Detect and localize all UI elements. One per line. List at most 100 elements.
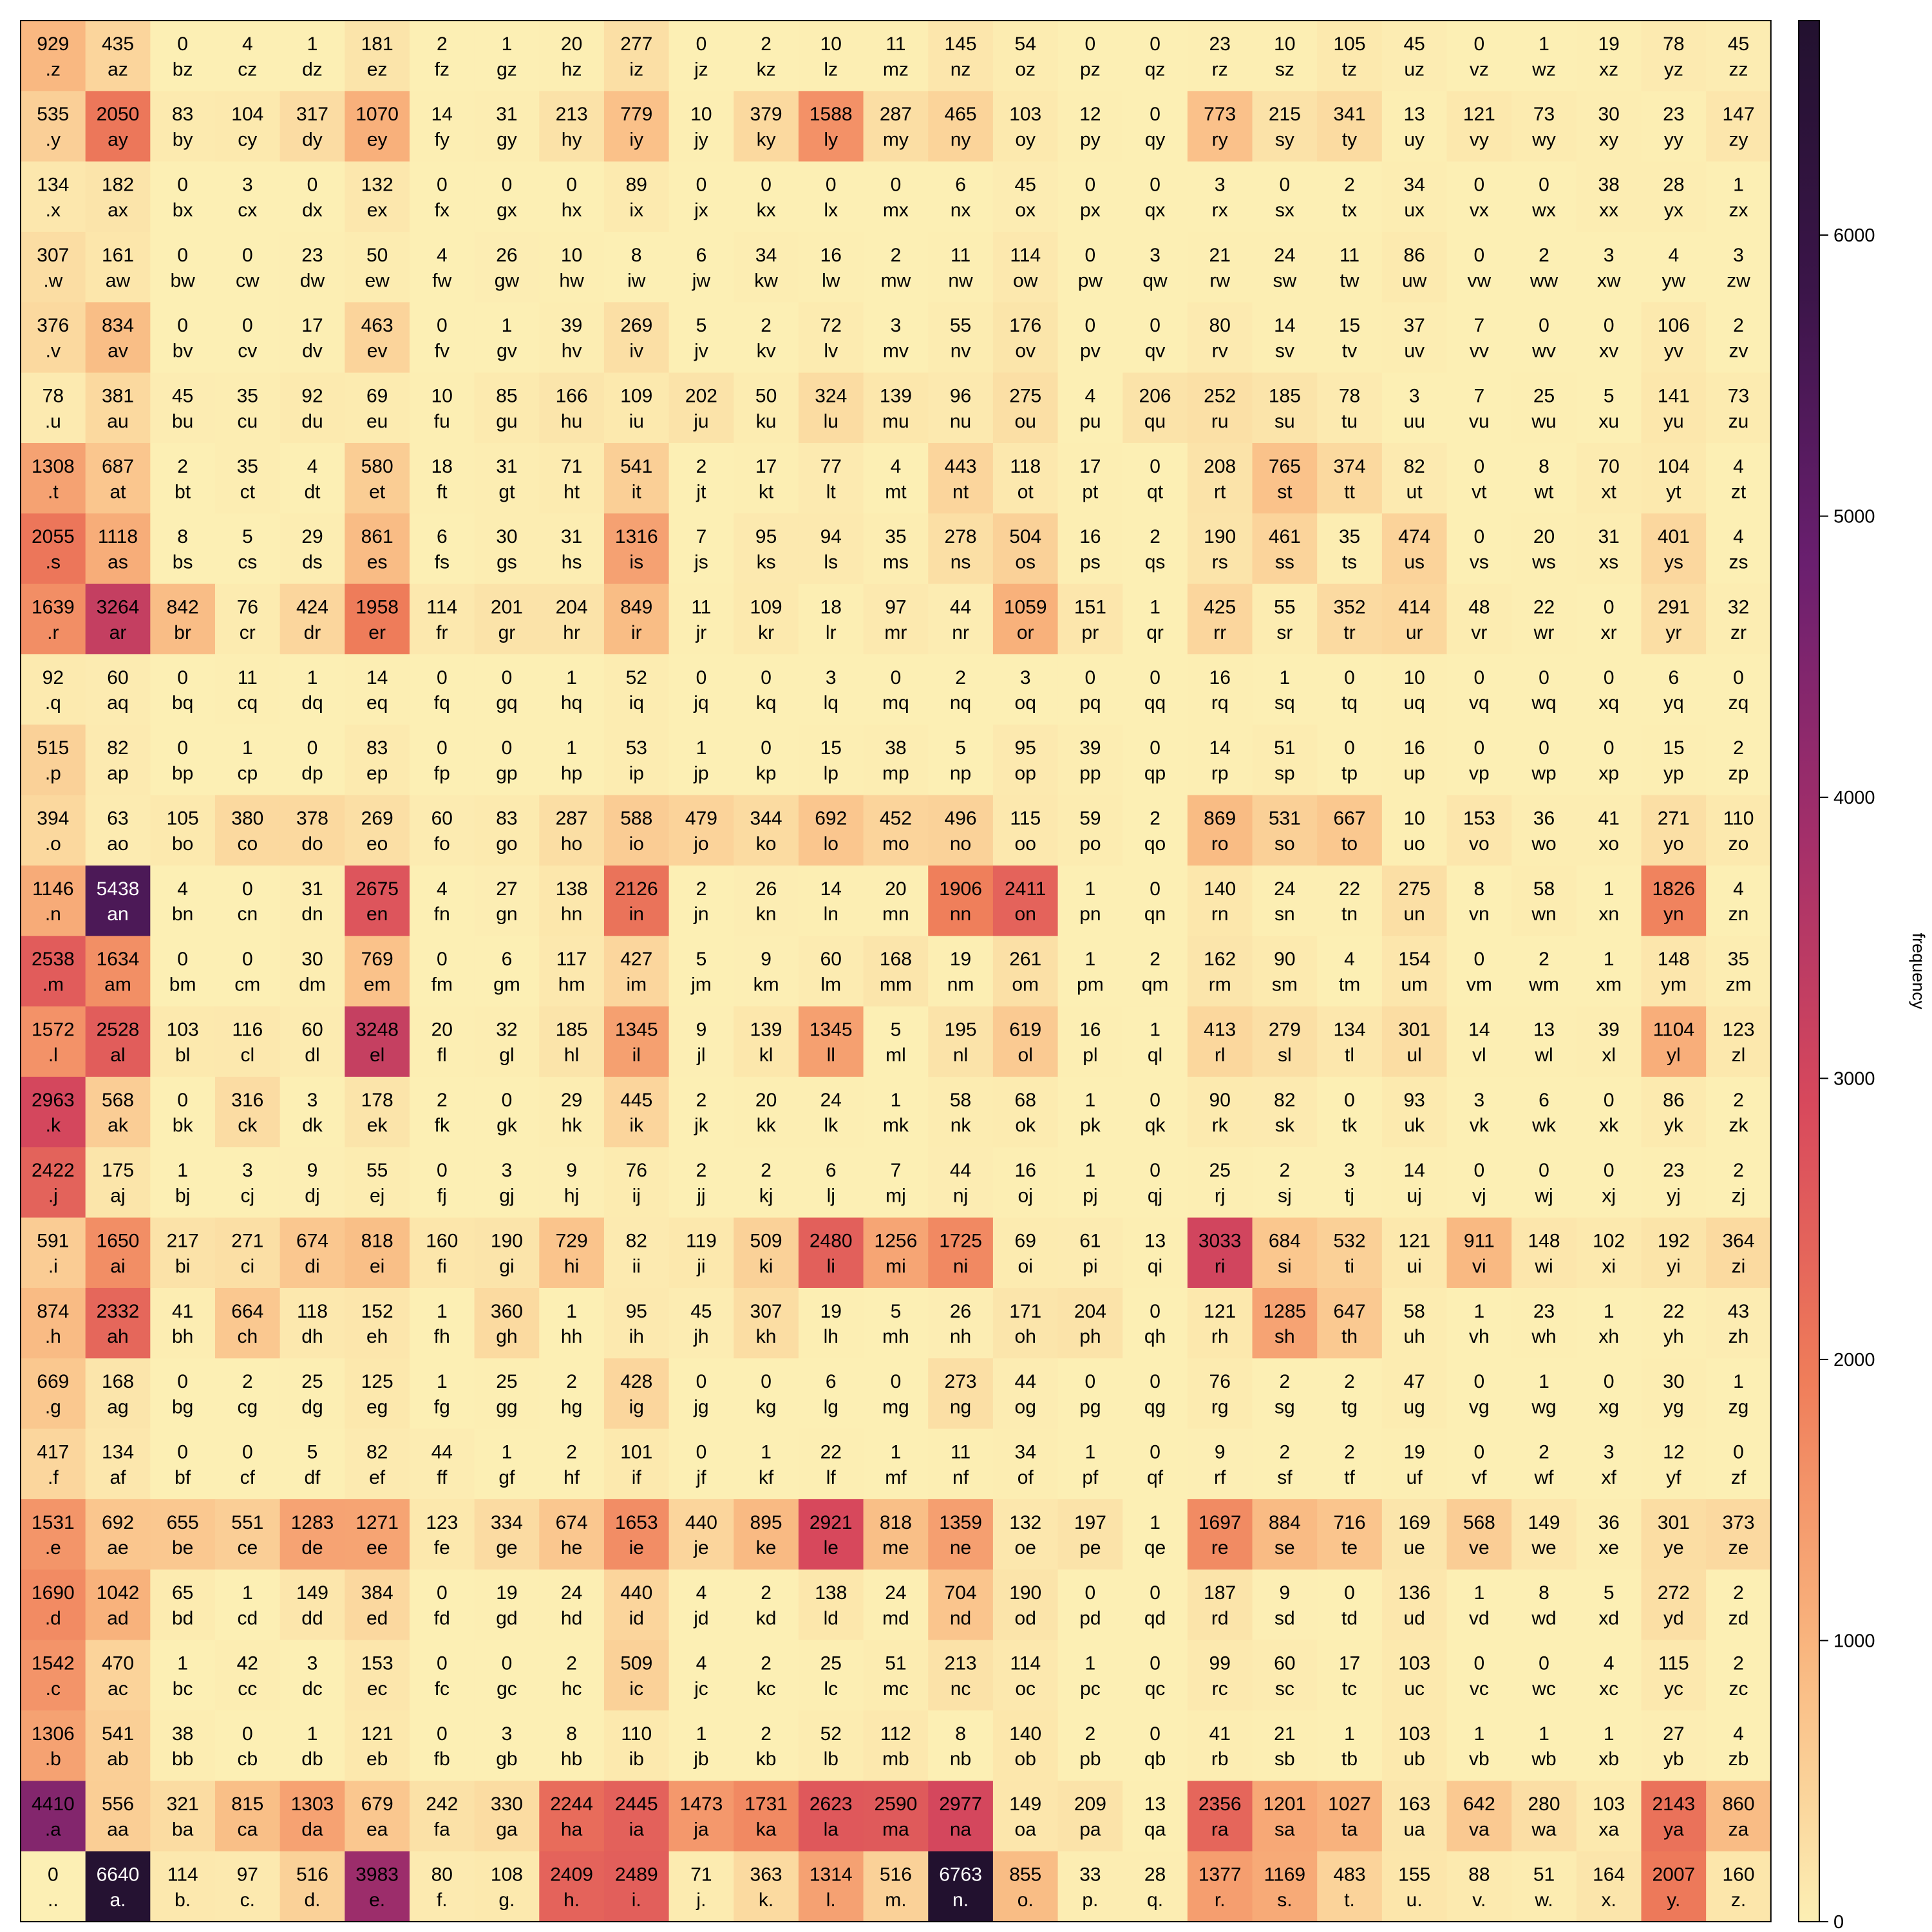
cell-fill [1641, 654, 1707, 725]
cell-bigram-label: gw [495, 270, 520, 291]
heatmap-cell-zs: 4zs [1706, 513, 1772, 585]
cell-bigram-label: m. [885, 1889, 906, 1911]
cell-bigram-label: kq [756, 692, 777, 714]
cell-bigram-label: .f [48, 1467, 59, 1488]
heatmap-cell-pg: 0pg [1057, 1358, 1123, 1430]
cell-fill [734, 442, 799, 514]
cell-count-label: 0 [1344, 1090, 1355, 1111]
heatmap-cell-cg: 2cg [214, 1358, 281, 1430]
cell-fill [1317, 1006, 1383, 1077]
cell-fill [1641, 1640, 1707, 1711]
cell-bigram-label: sp [1274, 763, 1295, 784]
heatmap-cell-mt: 4mt [863, 442, 929, 514]
cell-fill [1446, 161, 1512, 232]
cell-bigram-label: cs [238, 552, 257, 573]
cell-count-label: 2050 [97, 104, 140, 125]
cell-bigram-label: yt [1666, 481, 1681, 502]
cell-bigram-label: hm [558, 974, 585, 996]
cell-count-label: 12 [1663, 1442, 1684, 1463]
cell-count-label: 2 [1733, 1160, 1744, 1181]
cell-fill [345, 1006, 410, 1077]
heatmap-cell-fc: 0fc [409, 1640, 475, 1711]
cell-bigram-label: rr [1213, 622, 1226, 643]
cell-count-label: 10 [1404, 667, 1425, 688]
heatmap-cell-qk: 0qk [1122, 1076, 1188, 1148]
cell-count-label: 10 [561, 245, 582, 266]
cell-fill [992, 1640, 1059, 1711]
cell-count-label: 140 [1009, 1723, 1041, 1745]
cell-fill [1252, 231, 1318, 303]
cell-count-label: 619 [1009, 1019, 1041, 1041]
heatmap-cell-gk: 0gk [474, 1076, 540, 1148]
cell-count-label: 178 [361, 1090, 393, 1111]
cell-fill [992, 936, 1059, 1007]
cell-bigram-label: tm [1339, 974, 1360, 996]
cell-count-label: 21 [1274, 1723, 1295, 1745]
colorbar-gradient [1798, 20, 1820, 1922]
cell-fill [1122, 1640, 1188, 1711]
heatmap-cell-pz: 0pz [1057, 21, 1123, 91]
cell-bigram-label: .s [46, 552, 61, 573]
cell-count-label: 279 [1269, 1019, 1301, 1041]
cell-bigram-label: mn [882, 904, 909, 925]
cell-bigram-label: bk [173, 1115, 194, 1136]
cell-count-label: 0 [1604, 1371, 1615, 1392]
heatmap-cell-dote: 1531.e [21, 1499, 86, 1570]
cell-count-label: 19 [496, 1582, 517, 1604]
cell-fill [1122, 1499, 1188, 1570]
cell-fill [150, 1147, 216, 1218]
cell-fill [539, 795, 605, 866]
cell-bigram-label: bg [172, 1397, 193, 1418]
cell-bigram-label: bz [173, 59, 193, 80]
cell-fill [539, 1710, 605, 1781]
cell-bigram-label: by [173, 129, 193, 151]
cell-fill [1641, 1217, 1707, 1289]
cell-count-label: 60 [107, 667, 128, 688]
cell-count-label: 31 [301, 878, 323, 900]
cell-fill [1252, 372, 1318, 444]
cell-count-label: 76 [626, 1160, 647, 1181]
cell-count-label: 1650 [97, 1231, 140, 1252]
cell-count-label: 1 [437, 1371, 448, 1392]
cell-bigram-label: di [305, 1256, 319, 1277]
cell-count-label: 25 [1533, 386, 1555, 407]
cell-bigram-label: hl [564, 1045, 579, 1066]
cell-count-label: 4 [1733, 526, 1744, 547]
cell-fill [345, 1640, 410, 1711]
heatmap-cell-rf: 9rf [1187, 1428, 1253, 1500]
heatmap-cell-kc: 2kc [734, 1640, 799, 1711]
heatmap-cell-gf: 1gf [474, 1428, 540, 1500]
cell-fill [1641, 1851, 1707, 1922]
heatmap-cell-dotdot: 0.. [21, 1851, 86, 1922]
cell-bigram-label: cw [236, 270, 260, 291]
cell-bigram-label: fd [434, 1608, 450, 1629]
cell-fill [863, 865, 929, 936]
cell-bigram-label: ds [302, 552, 323, 573]
heatmap-cell-pdot: 33p. [1057, 1851, 1123, 1922]
cell-bigram-label: mv [883, 341, 909, 362]
heatmap-cell-wx: 0wx [1511, 161, 1577, 232]
cell-fill [539, 583, 605, 655]
cell-bigram-label: hc [562, 1678, 582, 1700]
cell-bigram-label: sh [1274, 1326, 1295, 1347]
cell-bigram-label: fl [437, 1045, 447, 1066]
cell-bigram-label: ax [108, 200, 128, 221]
cell-bigram-label: ob [1015, 1748, 1036, 1770]
heatmap-cell-xm: 1xm [1576, 936, 1642, 1007]
heatmap-cell-vx: 0vx [1446, 161, 1512, 232]
cell-bigram-label: ka [756, 1819, 777, 1841]
cell-count-label: 0 [1604, 315, 1615, 336]
